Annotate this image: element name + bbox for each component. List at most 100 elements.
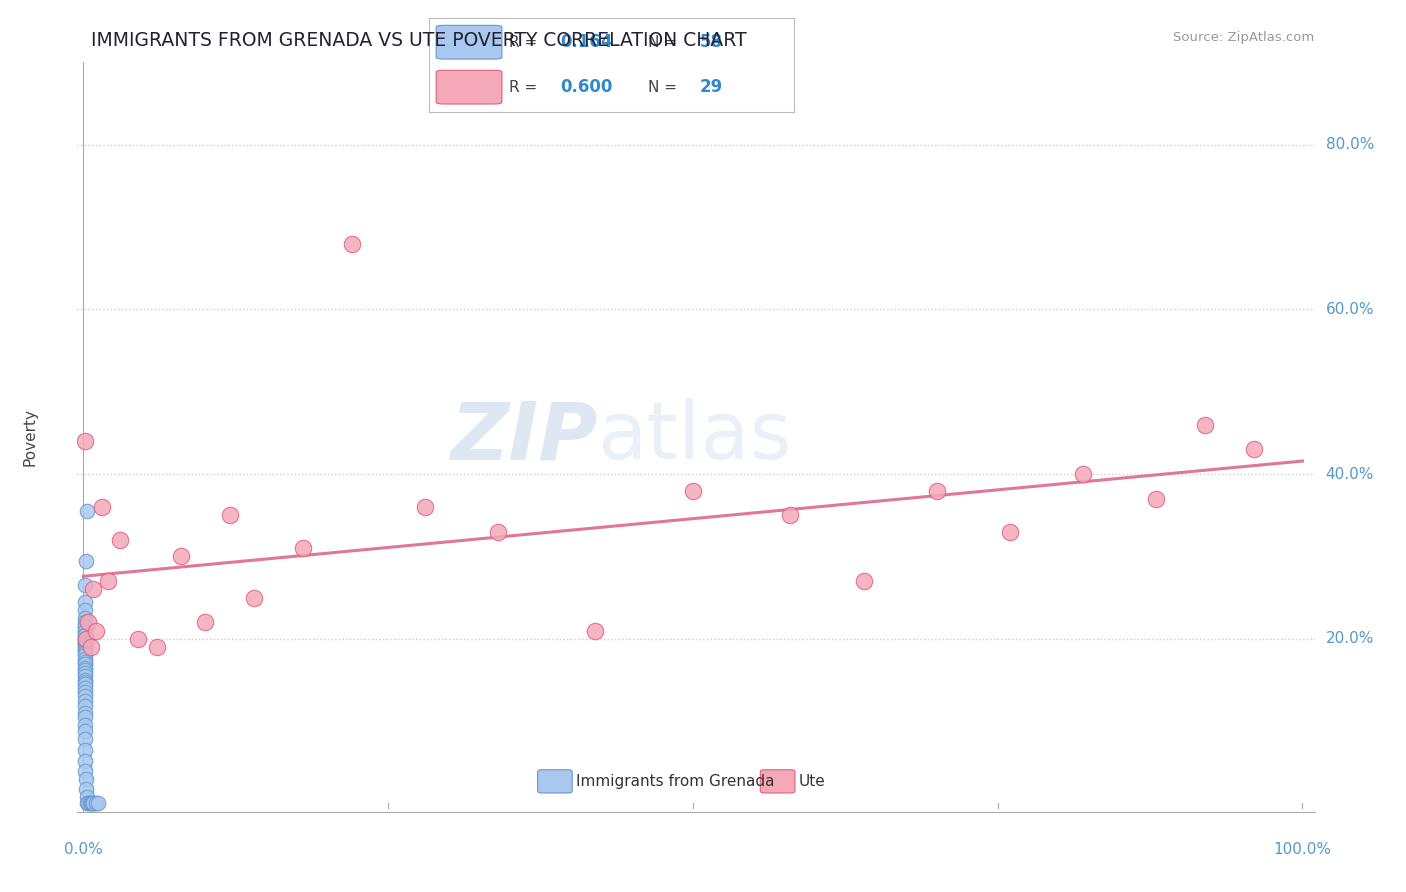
Point [73,619,96,633]
Point [73,648,96,663]
Point [73,681,96,696]
Point [82,797,104,811]
Point [82,582,104,597]
Text: 60.0%: 60.0% [1326,302,1374,317]
FancyBboxPatch shape [537,770,572,793]
Text: 29: 29 [699,78,723,96]
Point [97,574,120,589]
Point [73,657,96,671]
Point [73,660,96,674]
Point [75,632,97,646]
Point [73,628,96,642]
Text: 58: 58 [699,33,723,51]
Text: 100.0%: 100.0% [1274,842,1331,857]
Text: Source: ZipAtlas.com: Source: ZipAtlas.com [1174,31,1315,45]
Point [170,549,193,564]
Text: R =: R = [509,35,543,50]
Point [73,666,96,681]
Point [90,500,112,514]
Point [76,504,98,518]
Point [73,710,96,724]
Point [76,789,98,804]
Point [413,500,436,514]
Text: N =: N = [648,79,682,95]
Point [145,640,167,654]
Point [73,644,96,658]
Point [73,732,96,747]
Point [73,624,96,638]
Point [73,632,96,646]
Point [76,796,98,810]
Point [73,615,96,630]
Point [73,764,96,778]
Point [194,615,217,630]
Point [73,633,96,648]
Point [73,639,96,653]
Point [75,553,97,567]
Point [73,578,96,592]
Point [75,632,97,646]
Point [73,674,96,689]
FancyBboxPatch shape [436,25,502,59]
Point [73,754,96,768]
Point [73,619,96,633]
Text: Immigrants from Grenada: Immigrants from Grenada [576,774,775,789]
Point [73,624,96,638]
Point [73,595,96,609]
Point [75,781,97,796]
Point [1144,491,1167,506]
Point [108,533,131,547]
Point [80,797,103,811]
Point [218,508,240,523]
Point [73,677,96,691]
Text: Poverty: Poverty [22,408,38,467]
Point [1194,417,1216,432]
Text: Ute: Ute [799,774,825,789]
Point [73,636,96,650]
Point [73,743,96,757]
Point [852,574,875,589]
Point [73,663,96,677]
Text: IMMIGRANTS FROM GRENADA VS UTE POVERTY CORRELATION CHART: IMMIGRANTS FROM GRENADA VS UTE POVERTY C… [91,31,747,50]
Point [73,641,96,656]
Point [998,524,1021,539]
Text: 40.0%: 40.0% [1326,467,1374,482]
Point [84,797,107,811]
Point [73,669,96,683]
Point [1071,467,1094,482]
Point [243,591,266,605]
Point [73,652,96,666]
Text: ZIP: ZIP [450,398,598,476]
Point [73,603,96,617]
Text: 20.0%: 20.0% [1326,632,1374,647]
Point [84,624,107,638]
FancyBboxPatch shape [761,770,794,793]
Point [291,541,314,556]
Point [73,673,96,687]
Point [583,624,606,638]
Point [73,434,96,449]
Point [127,632,149,646]
Point [75,772,97,786]
Point [340,236,363,251]
Point [77,797,100,811]
Text: atlas: atlas [598,398,792,476]
Point [73,718,96,732]
Point [79,797,101,811]
Point [80,640,103,654]
Text: 0.600: 0.600 [561,78,613,96]
Point [73,690,96,704]
Point [73,699,96,714]
Point [73,611,96,625]
Point [73,636,96,650]
Text: 0.0%: 0.0% [65,842,103,857]
Point [73,693,96,707]
Point [779,508,801,523]
Point [73,706,96,720]
Point [73,724,96,739]
Point [486,524,509,539]
Point [87,797,110,811]
Text: 80.0%: 80.0% [1326,137,1374,153]
Point [77,615,100,630]
Point [1243,442,1265,457]
